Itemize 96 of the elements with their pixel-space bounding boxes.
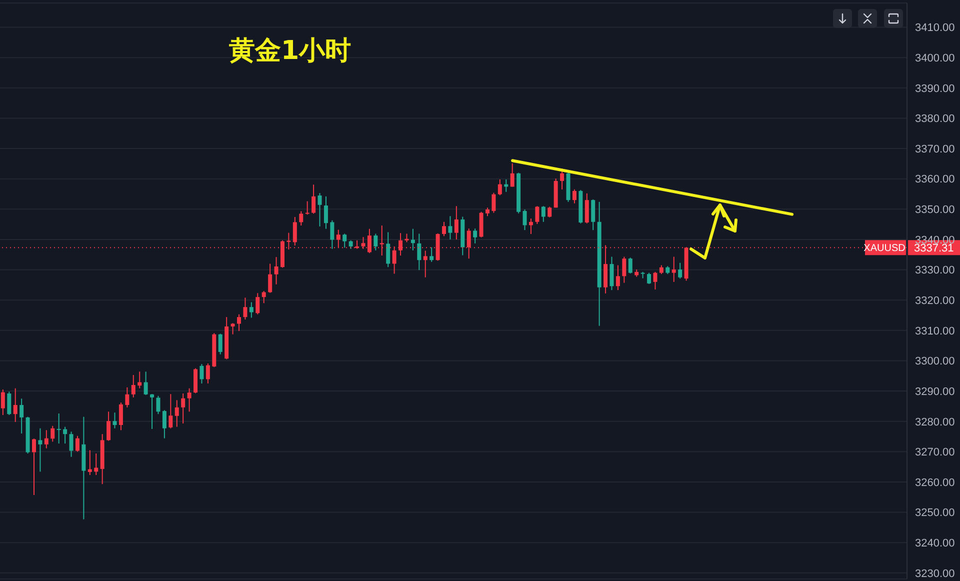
candlestick	[194, 368, 198, 394]
candlestick	[88, 450, 92, 476]
candlestick	[32, 438, 36, 496]
candlestick	[75, 435, 80, 452]
y-tick-label: 3350.00	[915, 204, 955, 216]
text: 黄金1小时	[229, 35, 352, 68]
candlestick	[423, 250, 428, 278]
candlestick	[0, 389, 5, 416]
candlestick	[144, 371, 148, 396]
candlestick	[318, 192, 322, 227]
candlestick	[174, 400, 179, 428]
y-tick-label: 3270.00	[915, 446, 955, 459]
candlestick	[138, 371, 142, 389]
y-tick-label: 3310.00	[915, 325, 955, 338]
candlestick	[230, 322, 235, 335]
candlestick	[38, 428, 42, 472]
candlestick	[200, 364, 204, 384]
candlestick	[181, 392, 186, 424]
candlestick	[131, 374, 136, 398]
candlestick	[243, 297, 248, 320]
candlestick	[63, 426, 68, 444]
candlestick	[262, 290, 266, 304]
y-tick-label: 3240.00	[915, 538, 955, 550]
candlestick	[13, 388, 18, 422]
candlestick	[162, 410, 166, 439]
candlestick	[616, 264, 620, 291]
candlestick	[125, 386, 130, 408]
candlestick	[249, 302, 254, 318]
candlestick	[528, 218, 533, 235]
candlestick	[479, 211, 484, 238]
candlestick	[442, 221, 446, 237]
candlestick	[187, 388, 192, 412]
y-tick-label: 3370.00	[915, 143, 955, 156]
candlestick	[498, 178, 502, 196]
y-tick-label: 3230.00	[915, 568, 955, 580]
candlestick	[237, 314, 241, 332]
y-tick-label: 3260.00	[915, 476, 955, 489]
y-tick-label: 3250.00	[915, 507, 955, 520]
y-tick-label: 3410.00	[915, 22, 955, 34]
candlestick	[448, 216, 452, 240]
candlestick	[584, 192, 589, 224]
candlestick	[430, 246, 434, 262]
candlestick	[535, 206, 540, 224]
candlestick	[454, 206, 458, 240]
candlestick	[647, 272, 652, 285]
candlestick	[622, 256, 626, 284]
candlestick	[206, 362, 210, 384]
candlestick	[112, 412, 117, 429]
candlestick	[342, 233, 347, 248]
candlestick	[548, 206, 552, 218]
candlestick	[330, 220, 334, 250]
candlestick	[56, 412, 61, 444]
candlestick	[510, 162, 514, 188]
candlestick	[386, 232, 390, 268]
y-tick-label: 3400.00	[915, 52, 955, 64]
candlestick	[69, 431, 74, 458]
candlestick	[672, 256, 676, 282]
y-tick-label: 3330.00	[915, 264, 955, 277]
candlestick	[628, 257, 632, 274]
candlestick	[410, 228, 415, 251]
candlestick	[591, 198, 596, 231]
candlestick	[572, 188, 576, 204]
candlestick	[417, 233, 422, 271]
y-tick-label: 3380.00	[915, 113, 955, 126]
y-tick-label: 3360.00	[915, 174, 955, 186]
y-tick-label: 3280.00	[915, 416, 955, 428]
candlestick	[473, 228, 478, 244]
candlestick	[118, 402, 123, 431]
candlestick	[653, 271, 658, 290]
candlestick	[20, 398, 24, 434]
candlestick	[218, 333, 222, 355]
candlestick	[305, 200, 310, 216]
candlestick	[678, 262, 682, 280]
candlestick	[156, 395, 160, 415]
candlestick	[492, 192, 496, 214]
y-tick-label: 3290.00	[915, 386, 955, 398]
candlestick	[44, 430, 48, 449]
candlestick	[50, 425, 55, 442]
candlestick	[522, 208, 527, 231]
y-tick-label: 3300.00	[915, 356, 955, 368]
candlestick	[256, 292, 260, 315]
y-tick-label: 3320.00	[915, 295, 955, 307]
candlestick	[150, 394, 154, 430]
candlestick	[610, 256, 614, 291]
candlestick	[274, 256, 278, 285]
candlestick	[312, 184, 316, 214]
candlestick	[299, 210, 304, 226]
candlestick	[7, 391, 12, 416]
candlestick	[541, 206, 546, 222]
y-tick-label: 3390.00	[915, 82, 955, 95]
candlestick	[168, 394, 173, 429]
candlestick	[94, 452, 98, 476]
candlestick	[268, 263, 272, 294]
candlestick	[374, 233, 378, 251]
candlestick	[106, 411, 111, 442]
candlestick	[324, 196, 328, 230]
